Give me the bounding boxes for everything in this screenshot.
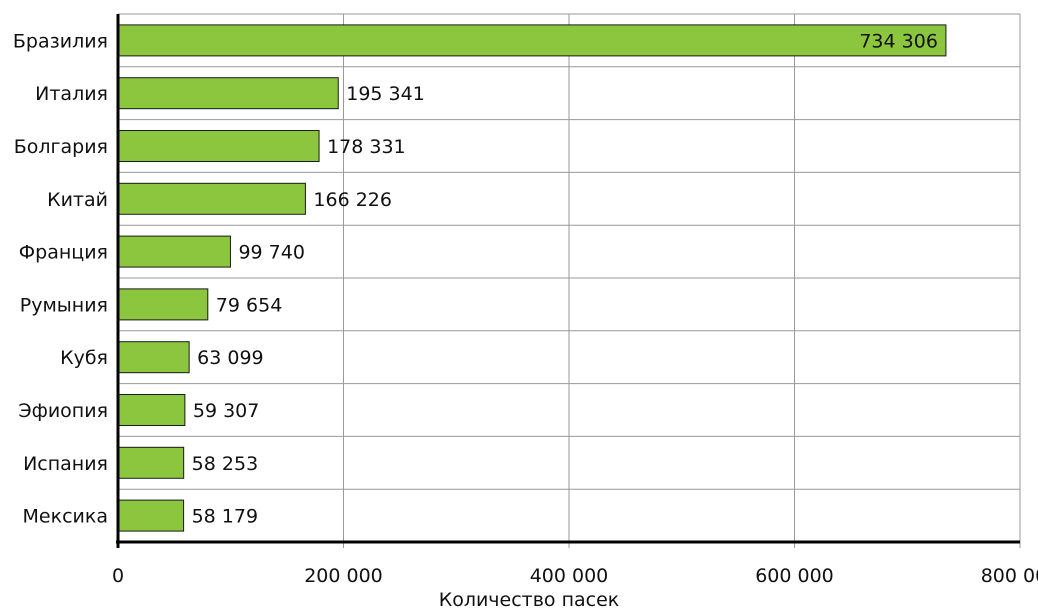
bars (117, 24, 947, 532)
bar (117, 182, 306, 215)
bar (117, 235, 231, 268)
category-label: Франция (19, 242, 108, 264)
x-tick-labels: 0 200 000 400 000 600 000 800 000 (112, 565, 1038, 587)
category-label: Болгария (14, 136, 108, 158)
bar (117, 394, 186, 426)
category-label: Мексика (23, 506, 108, 528)
category-label: Италия (35, 83, 108, 105)
category-label: Эфиопия (18, 400, 108, 422)
category-labels: Бразилия Италия Болгария Китай Франция Румыни… (13, 30, 108, 527)
value-label: 79 654 (216, 294, 282, 316)
value-label: 178 331 (327, 136, 406, 158)
value-label: 58 253 (192, 453, 258, 475)
value-label: 58 179 (192, 506, 258, 528)
x-tick-label: 600 000 (755, 565, 834, 587)
value-label: 734 306 (859, 30, 938, 52)
x-tick-label: 200 000 (304, 565, 383, 587)
x-axis-title: Количество пасек (439, 589, 620, 610)
bar (117, 446, 185, 479)
value-label: 59 307 (193, 400, 259, 422)
value-labels: 734 306 195 341 178 331 166 226 99 740 79 654… (192, 30, 938, 527)
category-label: Испания (23, 453, 108, 475)
bar (117, 341, 190, 374)
category-label: Бразилия (13, 30, 108, 52)
value-label: 99 740 (238, 242, 304, 264)
x-tick-label: 800 000 (981, 565, 1038, 587)
value-label: 195 341 (346, 83, 425, 105)
bar (117, 499, 185, 532)
bar (117, 130, 320, 162)
x-tick-label: 400 000 (530, 565, 609, 587)
x-tick-label: 0 (112, 565, 124, 587)
value-label: 166 226 (313, 189, 392, 211)
category-label: Кубя (60, 347, 108, 369)
value-label: 63 099 (197, 347, 263, 369)
bar (117, 24, 947, 57)
bar (117, 77, 339, 110)
category-label: Румыния (20, 294, 108, 316)
category-label: Китай (47, 189, 108, 211)
bar (117, 288, 209, 321)
